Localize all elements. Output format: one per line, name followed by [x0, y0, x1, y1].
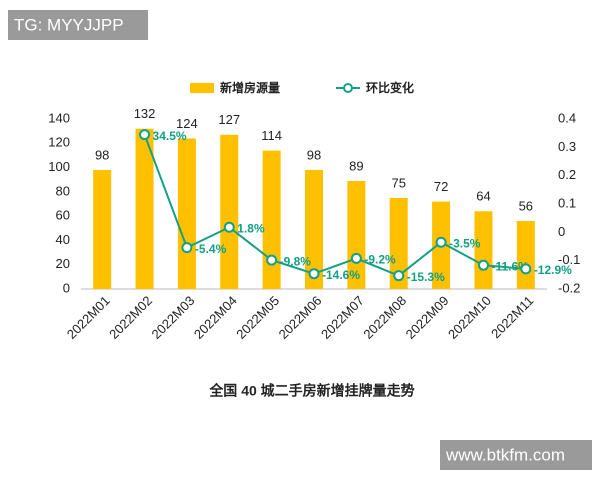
bar	[262, 150, 281, 289]
bar	[220, 134, 239, 289]
data-label: 34.5%	[153, 129, 187, 143]
bar	[389, 197, 408, 289]
y2-tick-label: -0.2	[558, 280, 580, 295]
x-tick-label: 2022M02	[106, 293, 155, 342]
x-tick-label: 2022M01	[64, 293, 113, 342]
y-tick-label: 20	[56, 256, 70, 271]
data-label: 72	[434, 179, 448, 194]
data-label: 56	[519, 198, 533, 213]
data-label: 98	[307, 147, 321, 162]
x-tick-label: 2022M08	[360, 293, 409, 342]
legend-swatch	[190, 83, 214, 93]
data-label: -5.4%	[195, 242, 227, 256]
x-tick-label: 2022M05	[233, 293, 282, 342]
y-tick-label: 60	[56, 208, 70, 223]
x-tick-label: 2022M03	[149, 293, 198, 342]
x-tick-label: 2022M07	[318, 293, 367, 342]
line-marker	[520, 263, 532, 275]
watermark: www.btkfm.com	[445, 445, 565, 464]
line-marker	[350, 252, 362, 264]
y2-tick-label: -0.1	[558, 252, 580, 267]
chart-title: 全国 40 城二手房新增挂牌量走势	[208, 383, 414, 399]
y-tick-label: 100	[48, 159, 70, 174]
data-label: 89	[349, 158, 363, 173]
bar	[474, 211, 493, 289]
y-tick-label: 0	[63, 280, 70, 295]
y2-tick-label: 0.4	[558, 110, 576, 125]
line-marker	[223, 221, 235, 233]
y2-tick-label: 0.3	[558, 139, 576, 154]
x-tick-label: 2022M09	[403, 293, 452, 342]
y2-tick-label: 0.1	[558, 195, 576, 210]
watermark-box	[8, 10, 148, 40]
legend-label: 环比变化	[366, 80, 414, 95]
x-tick-label: 2022M04	[191, 293, 240, 342]
y-tick-label: 140	[48, 110, 70, 125]
bar	[347, 180, 366, 289]
watermark: TG: MYYJJPP	[14, 15, 124, 34]
data-label: 127	[218, 112, 240, 127]
data-label: 114	[261, 128, 282, 143]
line-marker	[393, 270, 405, 282]
data-label: -9.2%	[364, 253, 396, 267]
data-label: 1.8%	[237, 221, 265, 235]
y2-tick-label: 0.2	[558, 167, 576, 182]
line	[143, 134, 526, 277]
line-marker	[181, 242, 193, 254]
line-marker	[435, 236, 447, 248]
line-marker	[139, 129, 151, 141]
x-tick-label: 2022M11	[488, 293, 536, 341]
x-tick-label: 2022M10	[445, 293, 494, 342]
legend-label: 新增房源量	[220, 80, 280, 95]
legend-swatch	[343, 83, 353, 93]
data-label: -15.3%	[407, 270, 445, 284]
data-label: -11.6%	[491, 259, 529, 273]
data-label: -14.6%	[322, 268, 360, 282]
data-label: -9.8%	[280, 254, 312, 268]
bar	[93, 170, 112, 289]
data-label: -12.9%	[534, 263, 572, 277]
watermark-box	[440, 440, 592, 470]
data-label: 124	[176, 116, 198, 131]
y2-tick-label: 0	[558, 224, 565, 239]
x-tick-label: 2022M06	[276, 293, 325, 342]
line-marker	[477, 259, 489, 271]
data-label: -3.5%	[449, 236, 481, 250]
data-label: 132	[134, 106, 156, 121]
data-label: 64	[476, 189, 490, 204]
line-marker	[308, 268, 320, 280]
bar	[305, 170, 323, 289]
y-tick-label: 120	[48, 135, 70, 150]
bar	[177, 138, 196, 289]
y-tick-label: 80	[56, 183, 70, 198]
data-label: 75	[391, 175, 405, 190]
bar	[516, 221, 535, 289]
bar	[135, 128, 154, 289]
data-label: 98	[95, 147, 109, 162]
y-tick-label: 40	[56, 232, 70, 247]
line-marker	[266, 254, 278, 266]
